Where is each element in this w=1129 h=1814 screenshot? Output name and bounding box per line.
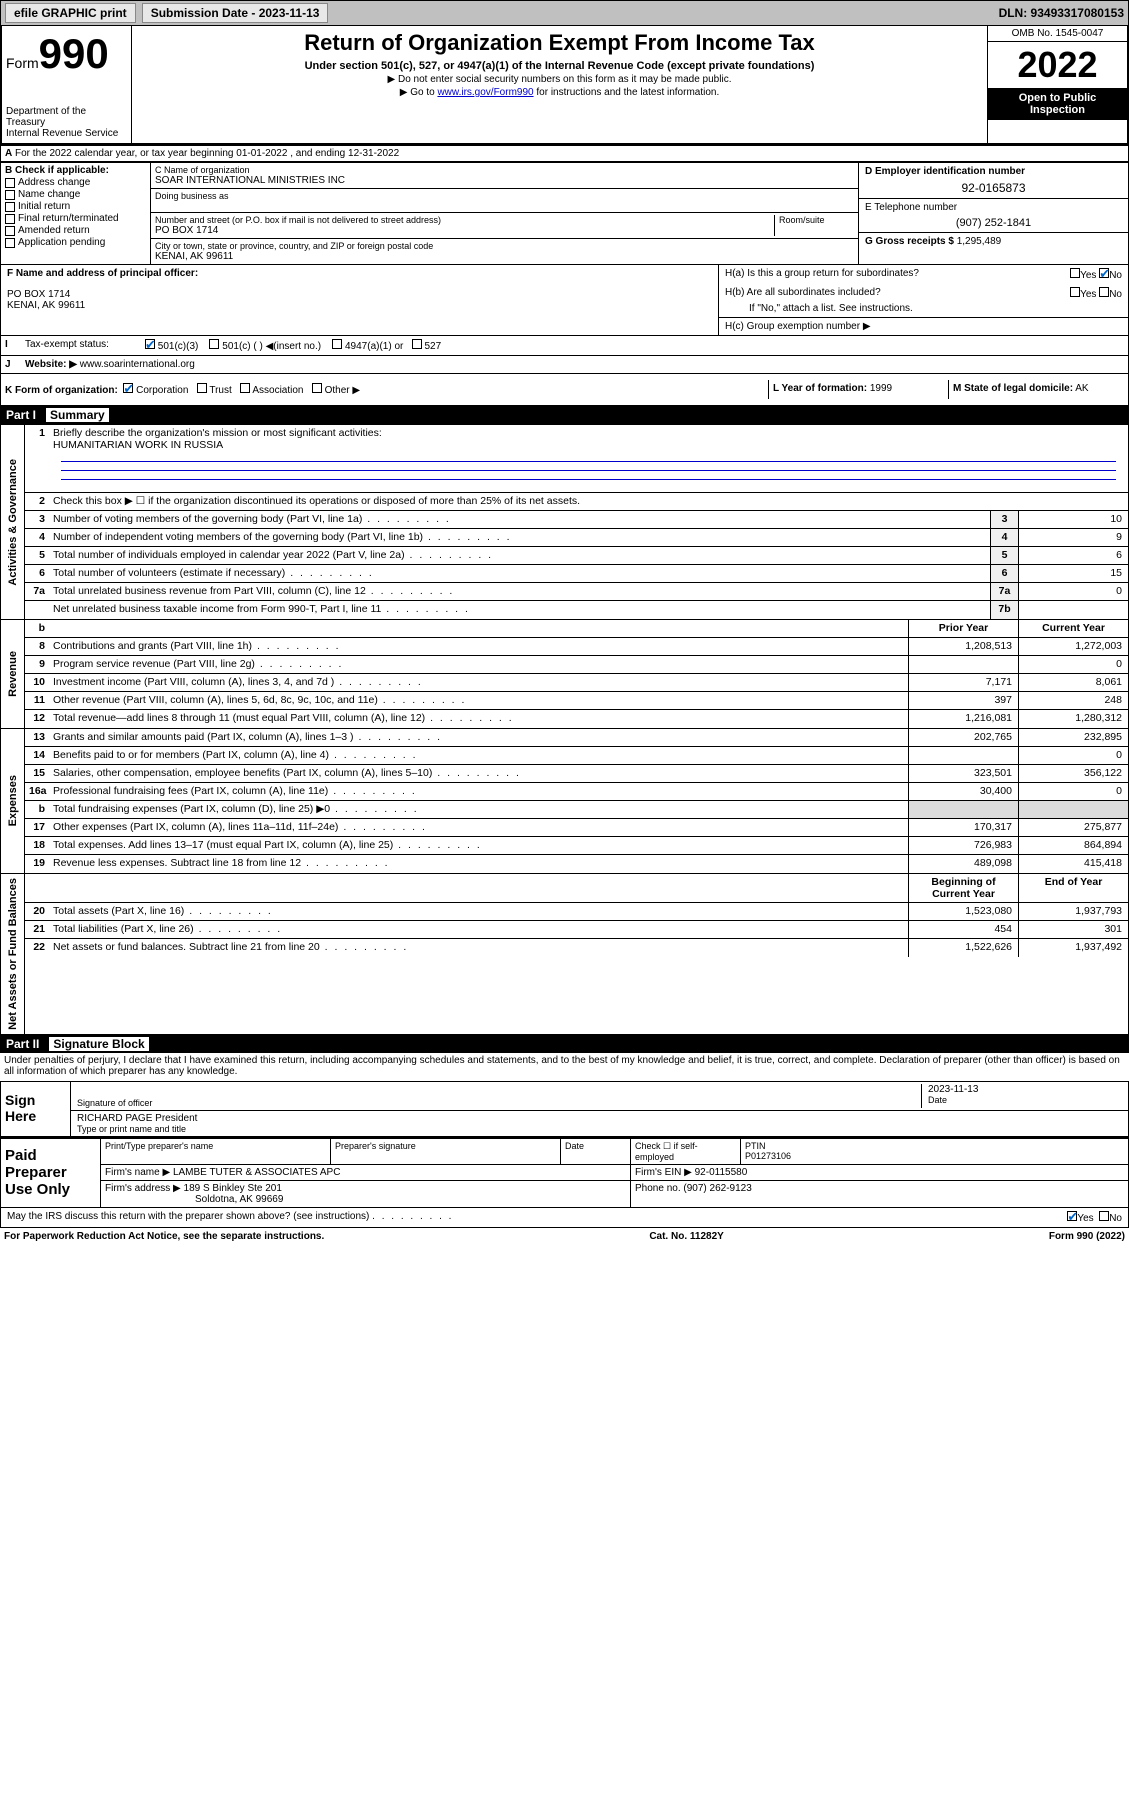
part1-header: Part I Summary xyxy=(0,406,1129,424)
summary-line: 12Total revenue—add lines 8 through 11 (… xyxy=(25,710,1128,728)
summary-line: 8Contributions and grants (Part VIII, li… xyxy=(25,638,1128,656)
form-title: Return of Organization Exempt From Incom… xyxy=(140,30,979,56)
paid-preparer-block: Paid Preparer Use Only Print/Type prepar… xyxy=(0,1138,1129,1208)
mission-text: HUMANITARIAN WORK IN RUSSIA xyxy=(53,439,223,451)
right-column: D Employer identification number 92-0165… xyxy=(858,163,1128,264)
officer-group-block: F Name and address of principal officer:… xyxy=(0,265,1129,336)
sign-here-label: Sign Here xyxy=(1,1082,71,1136)
check-501c3[interactable] xyxy=(145,339,155,349)
identity-block: B Check if applicable: Address change Na… xyxy=(0,162,1129,265)
check-4947[interactable] xyxy=(332,339,342,349)
note-ssn: ▶ Do not enter social security numbers o… xyxy=(140,74,979,85)
page-footer: For Paperwork Reduction Act Notice, see … xyxy=(0,1228,1129,1245)
summary-line: 14Benefits paid to or for members (Part … xyxy=(25,747,1128,765)
firm-address: 189 S Binkley Ste 201 xyxy=(184,1183,282,1194)
sideband-revenue: Revenue xyxy=(1,620,25,728)
tax-year-row: A For the 2022 calendar year, or tax yea… xyxy=(0,145,1129,162)
submission-date-button[interactable]: Submission Date - 2023-11-13 xyxy=(142,3,329,23)
summary-line: 19Revenue less expenses. Subtract line 1… xyxy=(25,855,1128,873)
top-bar: efile GRAPHIC print Submission Date - 20… xyxy=(0,0,1129,26)
summary-line: 4Number of independent voting members of… xyxy=(25,529,1128,547)
form-header: Form990 Department of the Treasury Inter… xyxy=(0,26,1129,145)
summary-line: 15Salaries, other compensation, employee… xyxy=(25,765,1128,783)
check-address-change[interactable]: Address change xyxy=(5,177,146,188)
prior-year-header: Prior Year xyxy=(908,620,1018,637)
officer-name: RICHARD PAGE President xyxy=(77,1113,197,1124)
inspection-notice: Open to Public Inspection xyxy=(988,88,1127,120)
summary-line: 5Total number of individuals employed in… xyxy=(25,547,1128,565)
form-subtitle: Under section 501(c), 527, or 4947(a)(1)… xyxy=(140,60,979,72)
current-year-header: Current Year xyxy=(1018,620,1128,637)
summary-line: 18Total expenses. Add lines 13–17 (must … xyxy=(25,837,1128,855)
signature-block: Sign Here Signature of officer 2023-11-1… xyxy=(0,1081,1129,1138)
end-year-header: End of Year xyxy=(1018,874,1128,902)
form-number: Form990 xyxy=(6,30,127,78)
check-initial-return[interactable]: Initial return xyxy=(5,201,146,212)
check-final-return[interactable]: Final return/terminated xyxy=(5,213,146,224)
summary-line: 17Other expenses (Part IX, column (A), l… xyxy=(25,819,1128,837)
dln-label: DLN: 93493317080153 xyxy=(999,6,1124,20)
summary-line: 13Grants and similar amounts paid (Part … xyxy=(25,729,1128,747)
ptin-value: P01273106 xyxy=(745,1151,791,1161)
summary-line: 9Program service revenue (Part VIII, lin… xyxy=(25,656,1128,674)
summary-line: 7aTotal unrelated business revenue from … xyxy=(25,583,1128,601)
beginning-year-header: Beginning of Current Year xyxy=(908,874,1018,902)
box-c: C Name of organization SOAR INTERNATIONA… xyxy=(151,163,858,264)
gross-receipts: 1,295,489 xyxy=(957,236,1002,247)
summary-line: 20Total assets (Part X, line 16)1,523,08… xyxy=(25,903,1128,921)
omb-number: OMB No. 1545-0047 xyxy=(988,26,1127,42)
dept-label: Department of the Treasury xyxy=(6,106,127,128)
box-h: H(a) Is this a group return for subordin… xyxy=(718,265,1128,335)
sideband-expenses: Expenses xyxy=(1,729,25,873)
check-trust[interactable] xyxy=(197,383,207,393)
form-org-row: K Form of organization: Corporation Trus… xyxy=(0,374,1129,406)
check-501c[interactable] xyxy=(209,339,219,349)
irs-link[interactable]: www.irs.gov/Form990 xyxy=(437,87,533,98)
box-f: F Name and address of principal officer:… xyxy=(1,265,718,335)
sideband-governance: Activities & Governance xyxy=(1,425,25,619)
discuss-no[interactable] xyxy=(1099,1211,1109,1221)
check-name-change[interactable]: Name change xyxy=(5,189,146,200)
website-row: J Website: ▶ www.soarinternational.org xyxy=(0,356,1129,374)
check-amended-return[interactable]: Amended return xyxy=(5,225,146,236)
firm-phone: (907) 262-9123 xyxy=(683,1183,751,1194)
check-application-pending[interactable]: Application pending xyxy=(5,237,146,248)
org-address: PO BOX 1714 xyxy=(155,225,774,236)
note-link: ▶ Go to www.irs.gov/Form990 for instruct… xyxy=(140,87,979,98)
efile-button[interactable]: efile GRAPHIC print xyxy=(5,3,136,23)
perjury-declaration: Under penalties of perjury, I declare th… xyxy=(0,1053,1129,1079)
summary-line: 16aProfessional fundraising fees (Part I… xyxy=(25,783,1128,801)
sideband-netassets: Net Assets or Fund Balances xyxy=(1,874,25,1034)
irs-label: Internal Revenue Service xyxy=(6,128,127,139)
firm-ein: 92-0115580 xyxy=(695,1167,748,1178)
summary-line: 3Number of voting members of the governi… xyxy=(25,511,1128,529)
check-association[interactable] xyxy=(240,383,250,393)
check-other[interactable] xyxy=(312,383,322,393)
summary-line: 21Total liabilities (Part X, line 26)454… xyxy=(25,921,1128,939)
box-b: B Check if applicable: Address change Na… xyxy=(1,163,151,264)
summary-line: 6Total number of volunteers (estimate if… xyxy=(25,565,1128,583)
ein-value: 92-0165873 xyxy=(865,181,1122,195)
check-corporation[interactable] xyxy=(123,383,133,393)
discuss-yes[interactable] xyxy=(1067,1211,1077,1221)
discuss-row: May the IRS discuss this return with the… xyxy=(0,1208,1129,1228)
org-city: KENAI, AK 99611 xyxy=(155,251,854,262)
website-value: www.soarinternational.org xyxy=(80,359,195,370)
summary-line: 10Investment income (Part VIII, column (… xyxy=(25,674,1128,692)
summary-line: 22Net assets or fund balances. Subtract … xyxy=(25,939,1128,957)
org-name: SOAR INTERNATIONAL MINISTRIES INC xyxy=(155,175,854,186)
phone-value: (907) 252-1841 xyxy=(865,217,1122,229)
firm-name: LAMBE TUTER & ASSOCIATES APC xyxy=(173,1167,340,1178)
tax-year: 2022 xyxy=(988,42,1127,88)
summary-line: 11Other revenue (Part VIII, column (A), … xyxy=(25,692,1128,710)
summary-line: Net unrelated business taxable income fr… xyxy=(25,601,1128,619)
summary-table: Activities & Governance 1 Briefly descri… xyxy=(0,424,1129,1035)
tax-exempt-row: I Tax-exempt status: 501(c)(3) 501(c) ( … xyxy=(0,336,1129,356)
check-527[interactable] xyxy=(412,339,422,349)
sign-date: 2023-11-13 xyxy=(928,1084,1122,1095)
summary-line: bTotal fundraising expenses (Part IX, co… xyxy=(25,801,1128,819)
paid-preparer-label: Paid Preparer Use Only xyxy=(1,1139,101,1207)
part2-header: Part II Signature Block xyxy=(0,1035,1129,1053)
